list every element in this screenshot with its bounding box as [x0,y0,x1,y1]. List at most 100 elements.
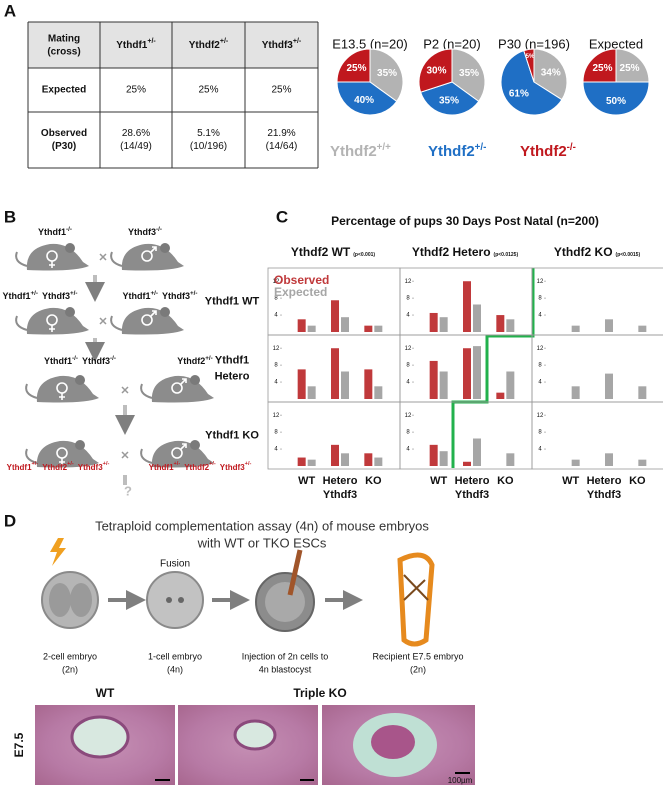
gene: Ythdf1 [2,291,30,301]
allele: +/- [32,461,39,467]
bar-observed [297,319,306,332]
y-tick-label: 8 [538,363,542,369]
embryo-1cell [146,571,204,629]
bar-observed [331,300,339,332]
pie-label: 25% [592,63,612,74]
pie-slice [419,81,480,116]
cross-sign [99,253,107,261]
gene: Ythdf3 [220,463,245,472]
y-tick-label: 12 [273,413,280,419]
y-tick-label: 8 [406,430,410,436]
y-tick-label: 8 [538,296,542,302]
allele: +/- [70,290,78,297]
table-header: Ythdf1+/- [116,38,156,51]
chart-title: Percentage of pups 30 Days Post Natal (n… [331,214,599,228]
mouse-ear [190,440,200,450]
bar-expected [439,371,448,399]
pie-label: 25% [346,63,366,74]
gene: Ythdf2 [184,463,209,472]
mouse-ear [75,375,85,385]
pie-slice [523,48,535,83]
bar-expected [439,451,448,466]
stage-label: E7.5 [12,732,26,757]
allele: -/- [567,142,576,153]
mouse [36,375,99,403]
pie-slice [500,49,563,116]
legend-entry: Observed [274,273,329,287]
e75-embryo-icon [397,552,435,647]
bar-expected [341,317,349,332]
blastocoel [265,582,305,622]
bar-expected [341,453,349,466]
mouse-tail [15,251,28,267]
allele: +/+ [377,142,391,153]
pie-slice [451,48,486,103]
table-cell: (10/196) [190,141,227,152]
y-tick-label: 12 [537,413,544,419]
allele: +/- [209,461,216,467]
bar-expected [506,319,515,332]
bar-observed [331,348,339,399]
allele: +/- [30,290,38,297]
mouse-ear [65,243,75,253]
y-tick-label: 4 [406,380,410,386]
sex-symbol [59,458,65,465]
gene: Ythdf3 [262,40,294,51]
pie-title: P30 (n=196) [498,36,570,51]
gene: Ythdf3 [128,227,156,237]
bar-observed [496,315,505,332]
y-tick-label: 12 [537,279,544,285]
pie-slice [336,81,398,116]
y-tick-label: 12 [405,279,412,285]
offspring-genotype: Ythdf1+/- Ythdf2+/- Ythdf3+/- [149,461,252,472]
x-tick-label: KO [497,475,514,487]
y-tick-label: 4 [274,447,278,453]
legend-entry: Ythdf2+/- [428,142,486,160]
significance-boundary [451,268,535,468]
gene: Ythdf3 [162,291,190,301]
nucleus [178,597,184,603]
legend-entry: Expected [274,285,327,299]
mouse-tail [25,383,38,399]
gene: Ythdf1 [38,227,66,237]
gene: Ythdf1 [44,356,72,366]
gene: Ythdf1 [149,463,174,472]
cross-sign [121,386,129,394]
pie-label: 34% [541,67,561,78]
y-tick-label: 12 [273,279,280,285]
panel-d-graphics [35,538,475,785]
panel-label: C [276,207,288,226]
gene: Ythdf3 [42,291,70,301]
table-cell: 25% [198,85,218,96]
bar-expected [571,325,580,332]
mouse [121,243,184,271]
mouse [151,440,214,468]
cross-sign [99,317,107,325]
y-tick-label: 4 [274,313,278,319]
allele: +/- [67,461,74,467]
sex-symbol [150,310,157,317]
allele: +/- [147,38,156,45]
pie-slice [615,48,650,83]
mouse-tail [25,448,38,464]
mouse-tail [110,315,123,331]
sex-symbol [171,447,183,459]
bar-observed [429,312,438,332]
bar-observed [364,369,373,399]
y-tick-label: 8 [538,430,542,436]
pie-title: E13.5 (n=20) [332,36,408,51]
mouse-tail [15,315,28,331]
bar-expected [506,371,515,399]
sex-symbol [171,382,183,394]
sex-symbol [49,261,55,268]
gene: Ythdf2 [330,143,377,160]
bar-expected [473,346,481,399]
row-label: (P30) [52,141,76,152]
x-tick-label: WT [298,475,315,487]
sex-symbol [180,378,187,385]
table-cell: 28.6% [122,128,150,139]
y-tick-label: 12 [405,413,412,419]
step-caption: (4n) [167,664,183,674]
